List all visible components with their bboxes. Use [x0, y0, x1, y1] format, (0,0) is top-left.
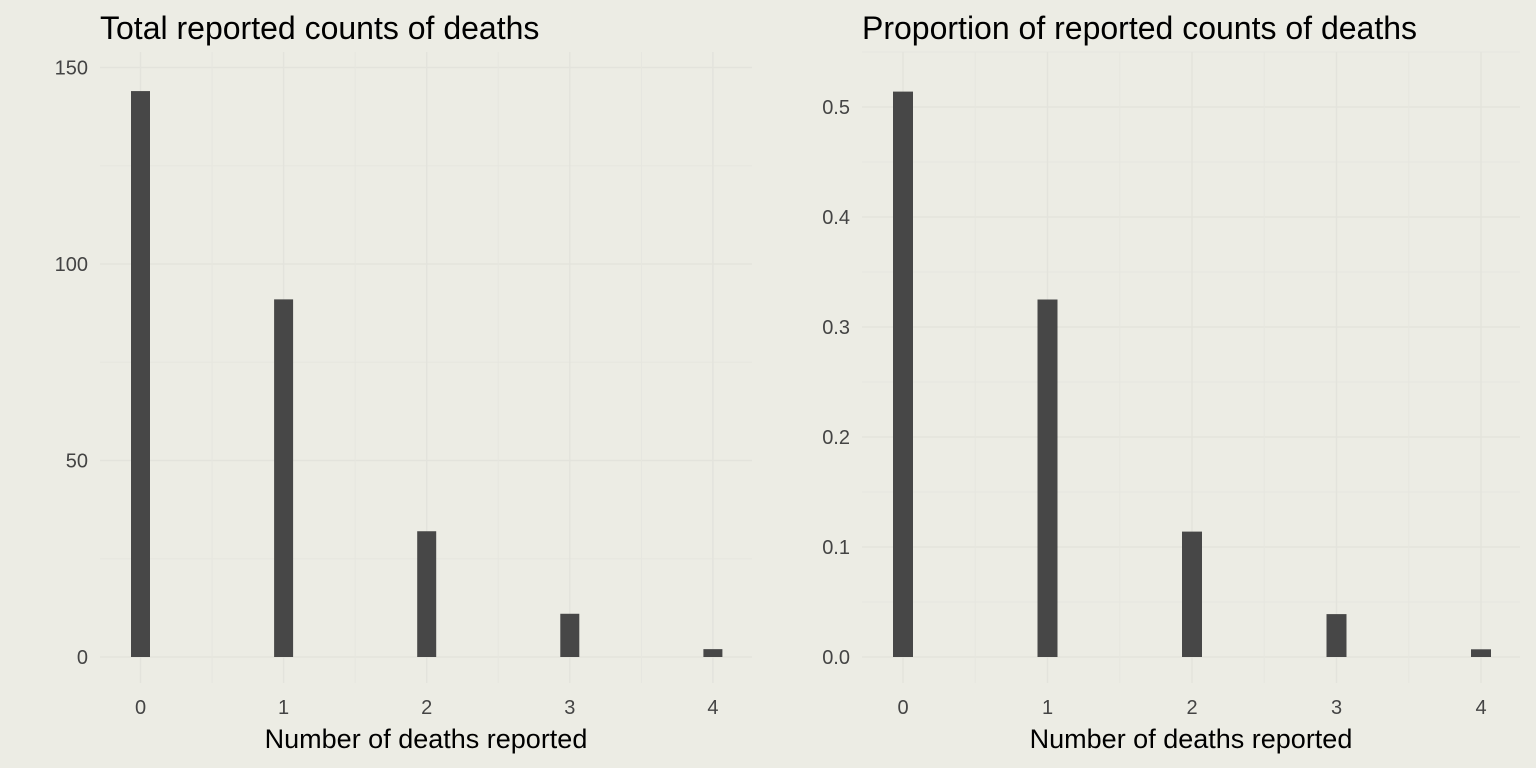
bar-4 — [1471, 649, 1491, 657]
y-tick-label: 0.5 — [822, 97, 850, 119]
y-tick-label: 0.3 — [822, 317, 850, 339]
chart-panel-proportion: 0.0 0.1 0.2 0.3 0.4 0.5 0 1 2 3 4 Proportion of r… — [822, 10, 1520, 754]
chart-title: Total reported counts of deaths — [100, 10, 539, 46]
bars — [131, 91, 723, 657]
x-tick-label: 2 — [1186, 697, 1197, 719]
x-tick-label: 4 — [1475, 697, 1486, 719]
bar-1 — [274, 299, 294, 657]
x-tick-label: 2 — [421, 697, 432, 719]
bars — [893, 91, 1491, 658]
bar-0 — [893, 91, 913, 658]
x-axis-label: Number of deaths reported — [1030, 724, 1353, 754]
x-tick-label: 3 — [1331, 697, 1342, 719]
y-axis-ticks: 0 50 100 150 — [55, 58, 88, 670]
bar-4 — [703, 649, 723, 657]
bar-2 — [417, 531, 437, 657]
grid-lines — [100, 52, 752, 683]
y-tick-label: 0 — [77, 647, 88, 669]
y-tick-label: 50 — [66, 451, 88, 473]
x-axis-label: Number of deaths reported — [265, 724, 588, 754]
chart-title: Proportion of reported counts of deaths — [862, 10, 1417, 46]
bar-0 — [131, 91, 150, 657]
y-tick-label: 0.4 — [822, 207, 850, 229]
x-axis-ticks: 0 1 2 3 4 — [135, 697, 719, 719]
x-tick-label: 0 — [135, 697, 146, 719]
y-tick-label: 100 — [55, 254, 88, 276]
y-axis-ticks: 0.0 0.1 0.2 0.3 0.4 0.5 — [822, 97, 850, 669]
bar-3 — [1326, 614, 1347, 657]
y-tick-label: 0.1 — [822, 537, 850, 559]
x-tick-label: 1 — [278, 697, 289, 719]
x-tick-label: 0 — [897, 697, 908, 719]
bar-2 — [1182, 531, 1202, 657]
x-tick-label: 3 — [564, 697, 575, 719]
y-tick-label: 0.0 — [822, 647, 850, 669]
x-tick-label: 1 — [1042, 697, 1053, 719]
y-tick-label: 0.2 — [822, 427, 850, 449]
y-tick-label: 150 — [55, 58, 88, 80]
chart-panel-total: 0 50 100 150 0 1 2 3 4 Total reported counts of… — [55, 10, 752, 754]
bar-1 — [1037, 299, 1058, 657]
x-tick-label: 4 — [707, 697, 718, 719]
x-axis-ticks: 0 1 2 3 4 — [897, 697, 1486, 719]
bar-3 — [560, 613, 580, 657]
